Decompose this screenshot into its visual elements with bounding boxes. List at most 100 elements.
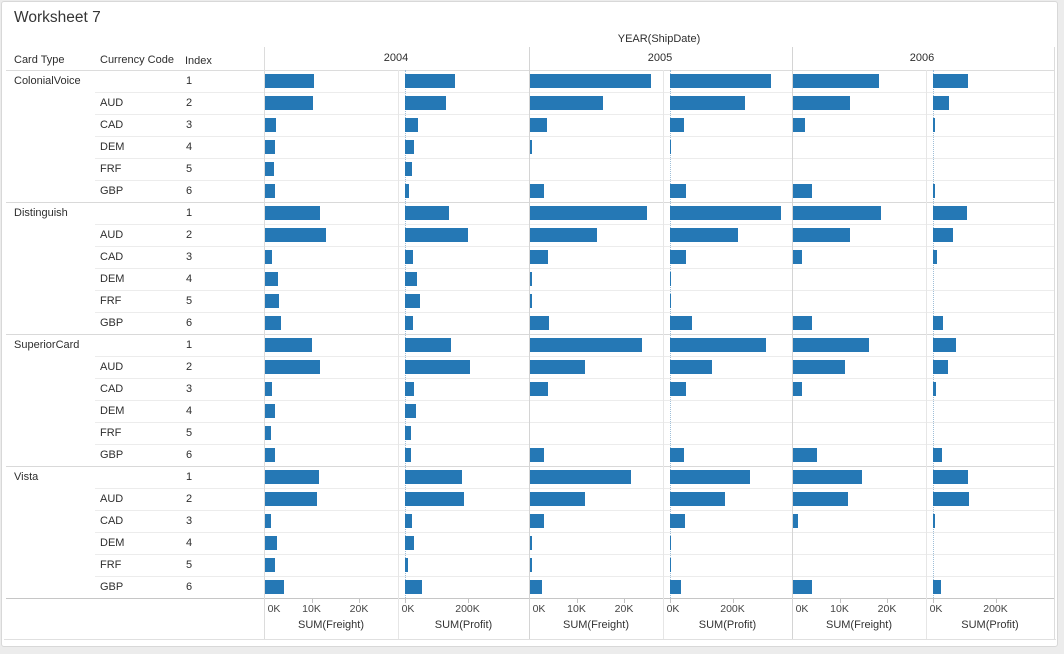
- index-label[interactable]: 4: [186, 273, 193, 285]
- index-label[interactable]: 1: [186, 471, 193, 483]
- profit-bar[interactable]: [405, 316, 414, 330]
- index-label[interactable]: 6: [186, 185, 193, 197]
- freight-bar[interactable]: [530, 272, 532, 286]
- profit-bar[interactable]: [405, 228, 468, 242]
- currency-label[interactable]: GBP: [100, 317, 124, 329]
- profit-bar[interactable]: [405, 514, 412, 528]
- freight-bar[interactable]: [530, 118, 547, 132]
- profit-bar[interactable]: [670, 118, 685, 132]
- freight-bar[interactable]: [265, 492, 317, 506]
- freight-bar[interactable]: [265, 470, 320, 484]
- index-label[interactable]: 3: [186, 251, 193, 263]
- currency-label[interactable]: AUD: [100, 361, 124, 373]
- freight-bar[interactable]: [793, 118, 805, 132]
- freight-bar[interactable]: [530, 96, 604, 110]
- freight-bar[interactable]: [265, 184, 275, 198]
- profit-bar[interactable]: [405, 470, 463, 484]
- profit-bar[interactable]: [670, 316, 692, 330]
- profit-bar[interactable]: [405, 448, 411, 462]
- field-header-card-type[interactable]: Card Type: [14, 54, 65, 66]
- index-label[interactable]: 1: [186, 75, 193, 87]
- freight-bar[interactable]: [530, 580, 542, 594]
- freight-bar[interactable]: [530, 338, 642, 352]
- freight-bar[interactable]: [265, 294, 279, 308]
- freight-bar[interactable]: [530, 514, 545, 528]
- currency-label[interactable]: GBP: [100, 449, 124, 461]
- freight-bar[interactable]: [530, 492, 586, 506]
- profit-bar[interactable]: [933, 492, 970, 506]
- profit-bar[interactable]: [405, 184, 410, 198]
- profit-bar[interactable]: [933, 514, 935, 528]
- profit-bar[interactable]: [933, 74, 969, 88]
- profit-bar[interactable]: [405, 558, 409, 572]
- profit-bar[interactable]: [405, 272, 417, 286]
- field-header-index[interactable]: Index: [185, 55, 212, 67]
- card-type-label[interactable]: Vista: [14, 471, 39, 483]
- freight-bar[interactable]: [265, 74, 314, 88]
- card-type-label[interactable]: Distinguish: [14, 207, 68, 219]
- currency-label[interactable]: FRF: [100, 295, 122, 307]
- profit-bar[interactable]: [670, 74, 771, 88]
- freight-bar[interactable]: [530, 316, 549, 330]
- freight-bar[interactable]: [793, 382, 803, 396]
- currency-label[interactable]: AUD: [100, 97, 124, 109]
- profit-bar[interactable]: [670, 360, 713, 374]
- currency-label[interactable]: GBP: [100, 581, 124, 593]
- profit-bar[interactable]: [670, 338, 766, 352]
- profit-bar[interactable]: [933, 316, 943, 330]
- freight-bar[interactable]: [530, 382, 549, 396]
- profit-bar[interactable]: [405, 536, 415, 550]
- profit-bar[interactable]: [670, 294, 671, 308]
- freight-bar[interactable]: [793, 184, 812, 198]
- currency-label[interactable]: CAD: [100, 515, 124, 527]
- freight-bar[interactable]: [530, 558, 532, 572]
- freight-bar[interactable]: [530, 228, 597, 242]
- freight-bar[interactable]: [793, 96, 851, 110]
- currency-label[interactable]: GBP: [100, 185, 124, 197]
- profit-bar[interactable]: [933, 250, 938, 264]
- index-label[interactable]: 6: [186, 581, 193, 593]
- axis-title-freight[interactable]: SUM(Freight): [562, 619, 630, 631]
- index-label[interactable]: 2: [186, 97, 193, 109]
- year-field-label[interactable]: YEAR(ShipDate): [617, 33, 701, 45]
- axis-title-profit[interactable]: SUM(Profit): [961, 619, 1019, 631]
- freight-bar[interactable]: [530, 184, 544, 198]
- currency-label[interactable]: FRF: [100, 427, 122, 439]
- currency-label[interactable]: DEM: [100, 405, 125, 417]
- currency-label[interactable]: FRF: [100, 163, 122, 175]
- index-label[interactable]: 1: [186, 207, 193, 219]
- axis-title-profit[interactable]: SUM(Profit): [434, 619, 493, 631]
- currency-label[interactable]: DEM: [100, 537, 125, 549]
- index-label[interactable]: 5: [186, 427, 193, 439]
- axis-title-freight[interactable]: SUM(Freight): [297, 619, 365, 631]
- profit-bar[interactable]: [405, 404, 416, 418]
- index-label[interactable]: 2: [186, 229, 193, 241]
- freight-bar[interactable]: [793, 360, 845, 374]
- profit-bar[interactable]: [933, 118, 935, 132]
- index-label[interactable]: 5: [186, 295, 193, 307]
- index-label[interactable]: 3: [186, 515, 193, 527]
- profit-bar[interactable]: [670, 536, 671, 550]
- index-label[interactable]: 1: [186, 339, 193, 351]
- index-label[interactable]: 4: [186, 405, 193, 417]
- freight-bar[interactable]: [265, 250, 273, 264]
- profit-bar[interactable]: [405, 360, 470, 374]
- freight-bar[interactable]: [265, 404, 275, 418]
- profit-bar[interactable]: [405, 426, 412, 440]
- currency-label[interactable]: DEM: [100, 141, 125, 153]
- freight-bar[interactable]: [265, 536, 277, 550]
- freight-bar[interactable]: [793, 470, 863, 484]
- profit-bar[interactable]: [405, 118, 419, 132]
- profit-bar[interactable]: [405, 580, 422, 594]
- profit-bar[interactable]: [670, 272, 671, 286]
- freight-bar[interactable]: [265, 118, 276, 132]
- profit-bar[interactable]: [670, 492, 725, 506]
- profit-bar[interactable]: [405, 162, 413, 176]
- index-label[interactable]: 4: [186, 537, 193, 549]
- profit-bar[interactable]: [405, 382, 415, 396]
- freight-bar[interactable]: [530, 536, 532, 550]
- profit-bar[interactable]: [670, 206, 782, 220]
- freight-bar[interactable]: [793, 250, 803, 264]
- freight-bar[interactable]: [265, 360, 321, 374]
- freight-bar[interactable]: [793, 316, 812, 330]
